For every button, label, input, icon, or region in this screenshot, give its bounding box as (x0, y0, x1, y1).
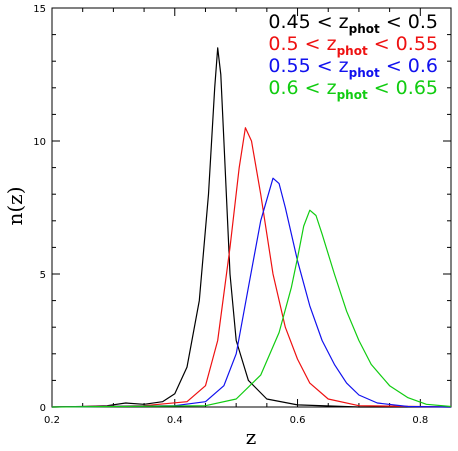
legend-text-subscript: phot (337, 44, 368, 58)
legend-entry-4: 0.6 < zphot < 0.65 (268, 77, 438, 102)
legend-text-right: < 0.5 (380, 11, 438, 33)
series-line-4 (51, 209, 452, 408)
series-line-2 (51, 127, 452, 408)
legend-text-right: < 0.65 (368, 77, 438, 99)
legend-text-right: < 0.6 (380, 55, 438, 77)
series-lines (51, 47, 452, 408)
legend-entry-3: 0.55 < zphot < 0.6 (268, 55, 438, 80)
legend-entry-2: 0.5 < zphot < 0.55 (268, 33, 438, 58)
y-tick-label: 5 (40, 270, 46, 281)
legend-text-left: 0.55 < z (268, 55, 348, 77)
legend: 0.45 < zphot < 0.50.5 < zphot < 0.550.55… (268, 11, 438, 102)
x-tick-label: 0.6 (290, 415, 306, 426)
legend-text-subscript: phot (349, 66, 380, 80)
y-tick-label: 15 (33, 4, 46, 15)
y-axis-title: n(z) (3, 186, 27, 225)
x-tick-label: 0.2 (44, 415, 60, 426)
x-tick-label: 0.8 (412, 415, 428, 426)
x-axis-title: z (246, 425, 257, 449)
legend-text-right: < 0.55 (368, 33, 438, 55)
x-tick-label: 0.4 (167, 415, 183, 426)
plot-frame (51, 7, 452, 408)
legend-text-left: 0.6 < z (268, 77, 336, 99)
y-tick-label: 10 (33, 137, 46, 148)
legend-text-left: 0.5 < z (268, 33, 336, 55)
tick-labels: 0.2 0.4 0.6 0.8 0 5 10 15 (33, 4, 428, 426)
series-line-1 (51, 47, 451, 408)
legend-text-left: 0.45 < z (268, 11, 348, 33)
legend-text-subscript: phot (349, 22, 380, 36)
series-line-3 (51, 177, 452, 408)
legend-entry-1: 0.45 < zphot < 0.5 (268, 11, 438, 36)
legend-text-subscript: phot (337, 88, 368, 102)
y-tick-label: 0 (40, 403, 46, 414)
